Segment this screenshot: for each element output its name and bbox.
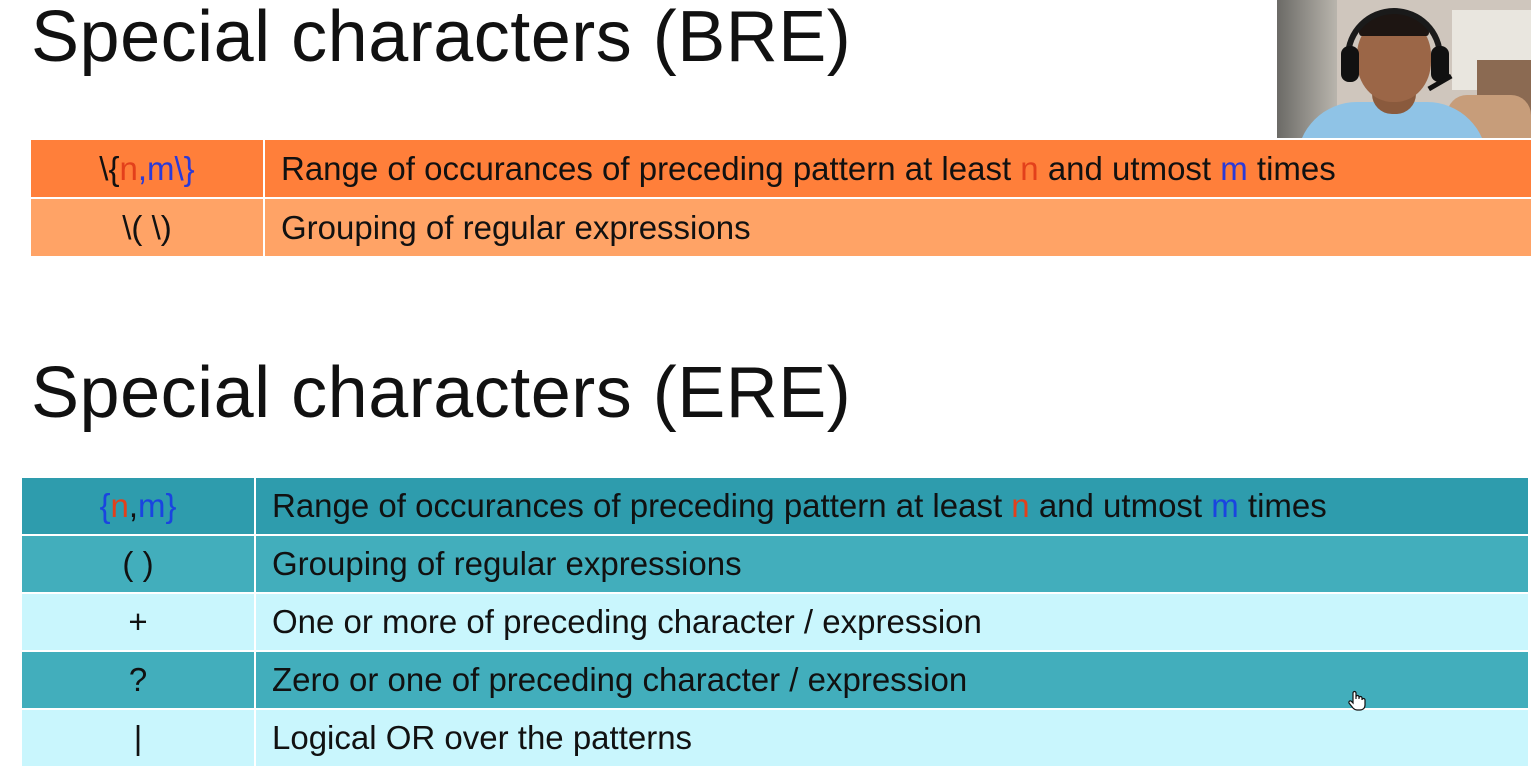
desc-text: and utmost [1029,487,1212,524]
desc-text: and utmost [1038,149,1221,187]
desc-n: n [1011,487,1030,524]
ere-range-description: Range of occurances of preceding pattern… [255,478,1528,535]
ere-question-description: Zero or one of preceding character / exp… [255,650,1528,709]
desc-m: m [1211,487,1239,524]
desc-text: Range of occurances of preceding pattern… [272,487,1012,524]
headset-band [1345,8,1443,78]
symbol-m: m\} [147,149,195,187]
ere-table: {n,m} Range of occurances of preceding p… [22,478,1528,766]
desc-text: times [1238,487,1327,524]
headset-cup-left [1341,46,1359,82]
table-row: + One or more of preceding character / e… [22,592,1528,651]
ere-range-symbol: {n,m} [22,478,256,535]
ere-pipe-symbol: | [22,708,256,766]
table-row: | Logical OR over the patterns [22,708,1528,766]
symbol-comma: , [137,149,148,187]
bre-group-description: Grouping of regular expressions [264,197,1531,256]
hand-pointer-icon [1348,690,1366,711]
symbol-suffix: } [165,487,177,524]
desc-text: times [1247,149,1336,187]
table-row: \( \) Grouping of regular expressions [31,197,1531,256]
ere-plus-description: One or more of preceding character / exp… [255,592,1528,651]
symbol-comma: , [128,487,139,524]
symbol-n: n [119,149,138,187]
table-row: ? Zero or one of preceding character / e… [22,650,1528,709]
table-row: ( ) Grouping of regular expressions [22,534,1528,593]
ere-title: Special characters (ERE) [31,353,852,433]
bre-range-symbol: \{n,m\} [31,140,265,198]
desc-m: m [1220,149,1248,187]
table-row: {n,m} Range of occurances of preceding p… [22,478,1528,535]
ere-group-description: Grouping of regular expressions [255,534,1528,593]
table-row: \{n,m\} Range of occurances of preceding… [31,140,1531,198]
ere-pipe-description: Logical OR over the patterns [255,708,1528,766]
ere-question-symbol: ? [22,650,256,709]
bre-title: Special characters (BRE) [31,0,852,77]
presenter-webcam [1277,0,1531,138]
bre-range-description: Range of occurances of preceding pattern… [264,140,1531,198]
ere-group-symbol: ( ) [22,534,256,593]
symbol-prefix: { [99,487,111,524]
symbol-n: n [110,487,129,524]
desc-n: n [1020,149,1039,187]
bre-group-symbol: \( \) [31,197,265,256]
desc-text: Range of occurances of preceding pattern… [281,149,1021,187]
headset-cup-right [1431,46,1449,82]
symbol-m: m [138,487,166,524]
symbol-prefix: \{ [99,149,120,187]
ere-plus-symbol: + [22,592,256,651]
bre-table: \{n,m\} Range of occurances of preceding… [31,140,1531,256]
